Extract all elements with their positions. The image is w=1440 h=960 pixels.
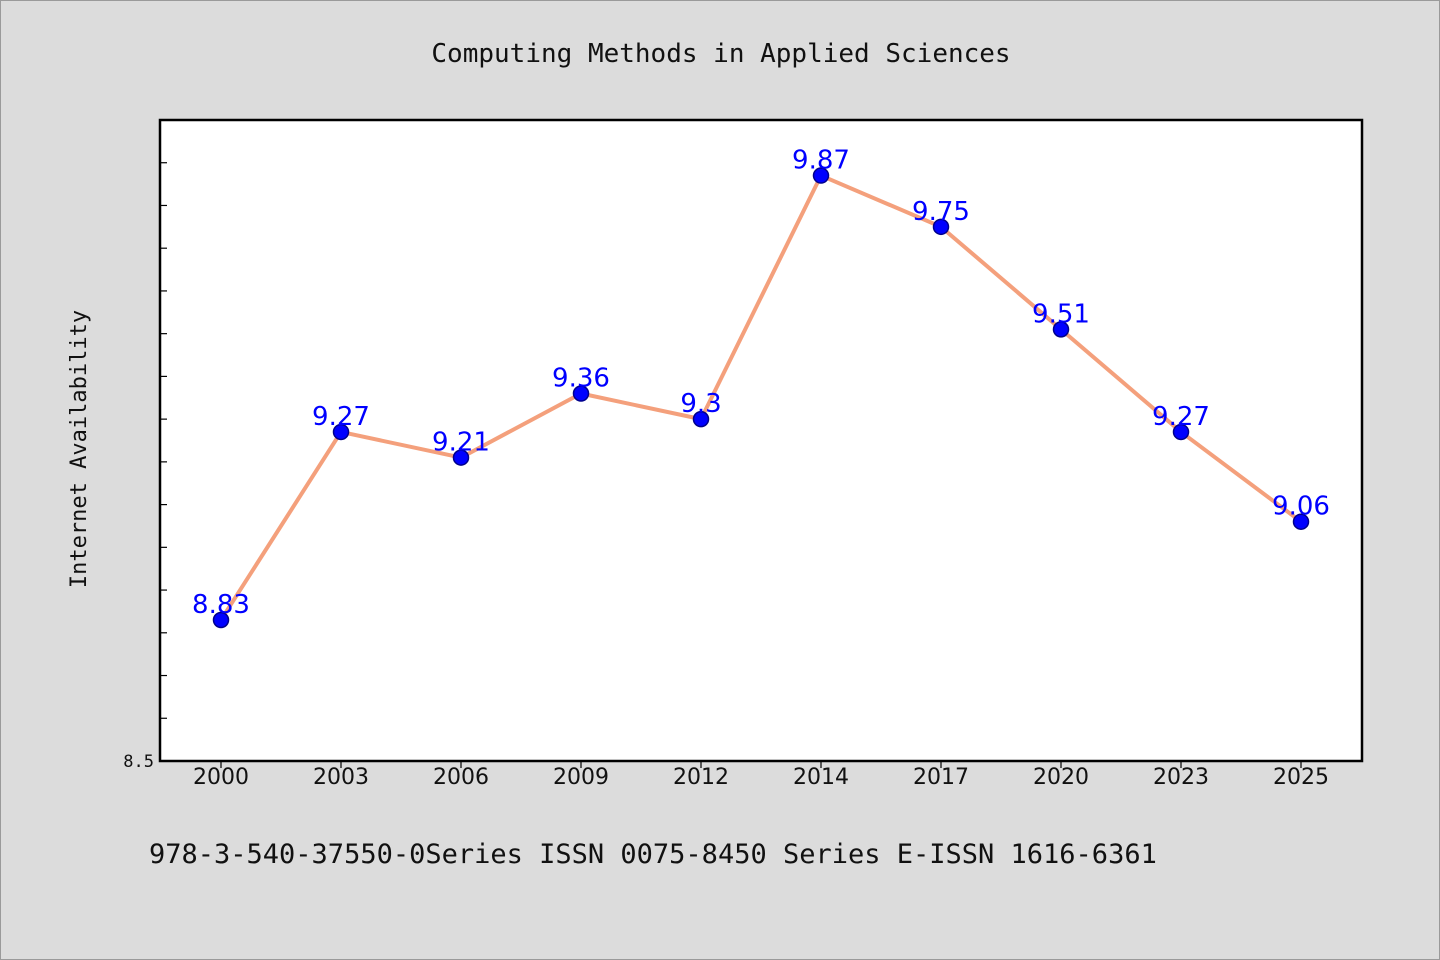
x-tick-label: 2000 bbox=[193, 765, 249, 790]
x-tick-label: 2017 bbox=[913, 765, 969, 790]
x-tick-label: 2025 bbox=[1273, 765, 1329, 790]
x-tick-label: 2006 bbox=[433, 765, 489, 790]
data-label: 9.51 bbox=[1032, 299, 1090, 329]
data-label: 9.75 bbox=[912, 197, 970, 227]
data-label: 9.3 bbox=[680, 389, 721, 419]
data-label: 9.36 bbox=[552, 363, 610, 393]
data-point bbox=[1172, 423, 1190, 441]
data-point bbox=[572, 385, 590, 402]
y-axis-ticks bbox=[160, 162, 167, 719]
data-point bbox=[812, 167, 830, 184]
data-label: 9.87 bbox=[792, 146, 850, 176]
data-point bbox=[932, 218, 950, 236]
data-point bbox=[1292, 513, 1310, 530]
plot-area bbox=[158, 118, 1364, 763]
data-label: 9.27 bbox=[312, 402, 370, 432]
data-label: 8.83 bbox=[192, 590, 250, 620]
x-tick-label: 2012 bbox=[673, 765, 729, 790]
data-label: 9.21 bbox=[432, 428, 490, 458]
data-point bbox=[1052, 321, 1070, 338]
y-tick-label: 8.5 bbox=[123, 752, 154, 772]
x-tick-label: 2023 bbox=[1153, 765, 1209, 790]
x-tick-label: 2009 bbox=[553, 765, 609, 790]
data-point bbox=[452, 449, 470, 466]
data-label: 9.27 bbox=[1152, 402, 1210, 432]
footer-isbn-text: 978-3-540-37550-0Series ISSN 0075-8450 S… bbox=[149, 839, 1157, 870]
series-line bbox=[219, 173, 1303, 622]
x-tick-label: 2014 bbox=[793, 765, 849, 790]
chart-title: Computing Methods in Applied Sciences bbox=[431, 39, 1010, 69]
data-label: 9.06 bbox=[1272, 492, 1330, 522]
x-tick-label: 2020 bbox=[1033, 765, 1089, 790]
y-axis-label: Internet Availability bbox=[67, 310, 92, 588]
x-tick-label: 2003 bbox=[313, 765, 369, 790]
series-layer: 8.83 9.27 9.21 9.36 9.3 9.87 9.75 9.51 9.27 9.06 bbox=[192, 146, 1330, 629]
data-point bbox=[212, 611, 230, 629]
data-point bbox=[332, 423, 350, 441]
data-point bbox=[692, 410, 710, 428]
x-axis-ticks: 2000 2003 2006 2009 2012 2014 2017 2020 2023 2025 bbox=[193, 761, 1329, 790]
